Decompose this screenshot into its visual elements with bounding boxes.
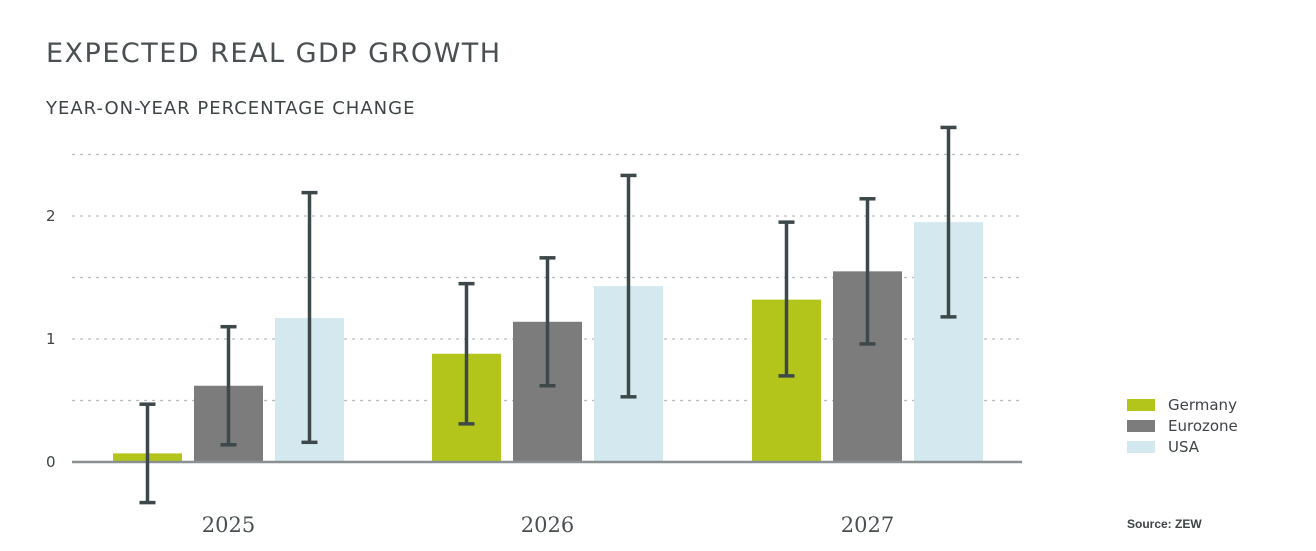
source-note: Source: ZEW — [1127, 517, 1202, 531]
y-tick-label: 0 — [46, 453, 56, 471]
legend-swatch-eurozone — [1127, 420, 1155, 432]
x-category-label: 2027 — [841, 513, 894, 537]
x-category-label: 2026 — [521, 513, 574, 537]
legend-label-eurozone: Eurozone — [1168, 417, 1238, 435]
chart-subtitle: YEAR-ON-YEAR PERCENTAGE CHANGE — [46, 98, 416, 119]
y-tick-label: 2 — [46, 207, 56, 225]
chart-title: EXPECTED REAL GDP GROWTH — [46, 38, 502, 69]
x-category-label: 2025 — [202, 513, 255, 537]
legend-label-germany: Germany — [1168, 396, 1237, 414]
y-tick-label: 1 — [46, 330, 56, 348]
legend-swatch-germany — [1127, 399, 1155, 411]
legend-swatch-usa — [1127, 441, 1155, 453]
legend-label-usa: USA — [1168, 438, 1200, 456]
